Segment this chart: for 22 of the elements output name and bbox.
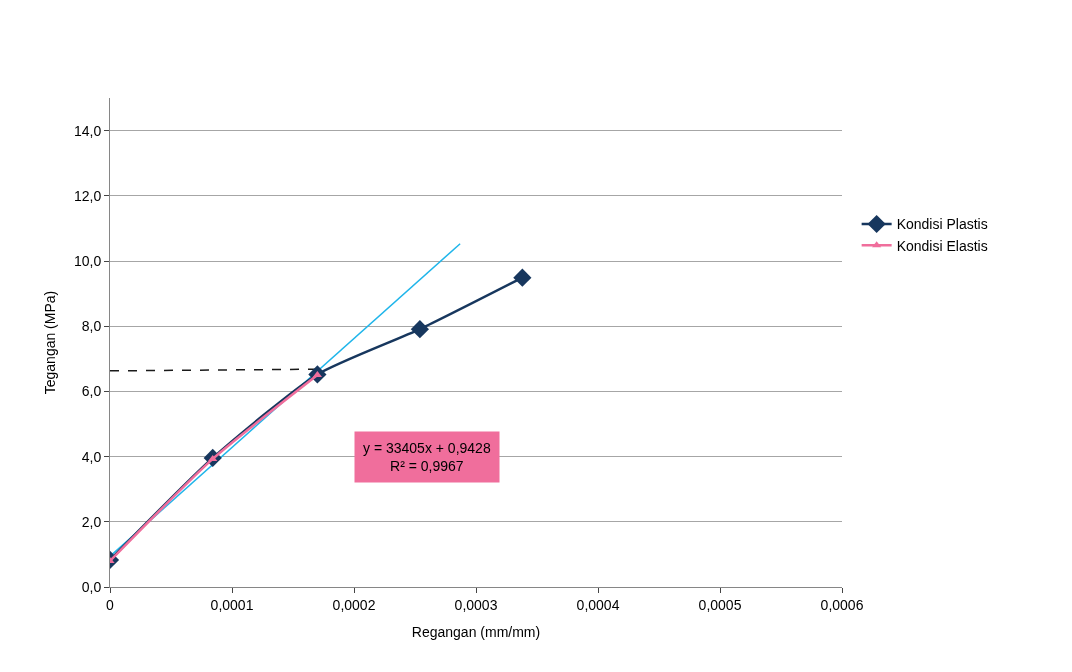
y-tick-label: 10,0 (73, 252, 102, 269)
y-tick-label: 14,0 (73, 122, 102, 139)
x-tick-label: 0,0005 (698, 596, 742, 613)
annotation: y = 33405x + 0,9428 R² = 0,9967 (363, 440, 491, 475)
legend-label: Kondisi Plastis (896, 216, 988, 233)
x-tick-label: 0,0003 (454, 596, 498, 613)
y-axis-title: Tegangan (MPa) (41, 290, 58, 395)
x-tick-label: 0,0001 (210, 596, 254, 613)
x-tick-label: 0,0002 (332, 596, 376, 613)
x-tick-label: 0 (106, 596, 115, 613)
x-tick-label: 0,0006 (820, 596, 864, 613)
y-tick-label: 4,0 (81, 448, 102, 465)
y-tick-label: 0,0 (81, 578, 102, 595)
y-tick-label: 12,0 (73, 187, 102, 204)
y-tick-label: 6,0 (81, 383, 102, 400)
point (410, 320, 429, 339)
y-tick-label: 2,0 (81, 513, 102, 530)
y-tick-label: 8,0 (81, 318, 102, 335)
x-axis-title: Regangan (mm/mm) (411, 624, 541, 641)
x-tick-label: 0,0004 (576, 596, 620, 613)
legend-label: Kondisi Elastis (896, 237, 988, 254)
point (513, 268, 532, 287)
